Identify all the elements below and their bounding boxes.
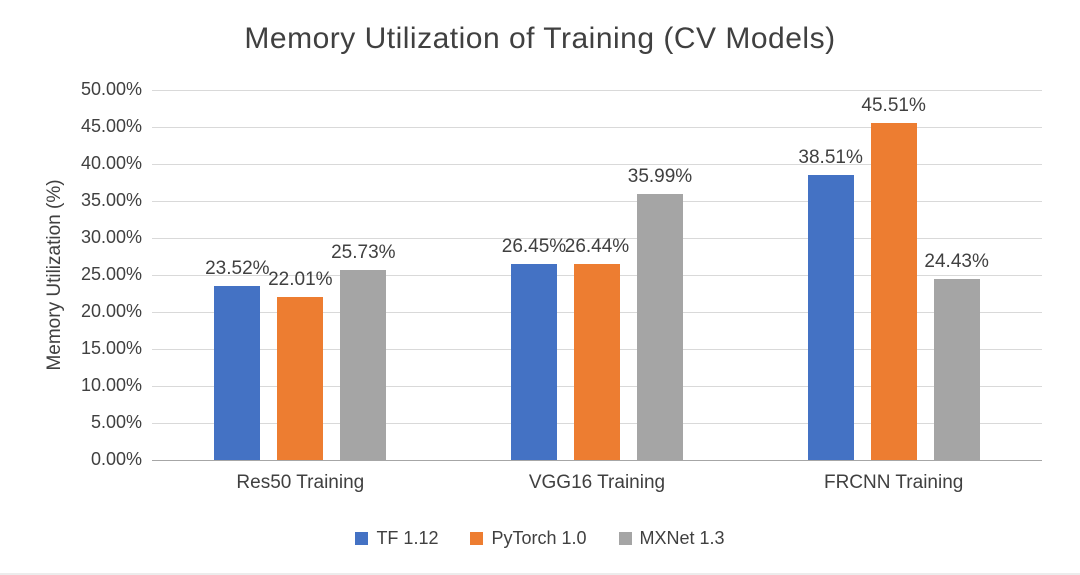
bar-data-label: 23.52% <box>205 257 270 279</box>
legend-swatch <box>355 532 369 545</box>
gridline <box>152 164 1042 165</box>
y-tick-label: 0.00% <box>90 449 142 469</box>
legend-item: MXNet 1.3 <box>618 528 725 549</box>
legend-item: TF 1.12 <box>355 528 438 549</box>
bar-pytorch-1-0 <box>277 297 324 460</box>
legend-label: TF 1.12 <box>376 528 439 548</box>
legend-label: MXNet 1.3 <box>639 528 725 548</box>
bar-mxnet-1-3 <box>637 193 683 460</box>
y-tick-label: 35.00% <box>80 190 142 210</box>
bar-data-label: 25.73% <box>331 241 396 263</box>
x-axis-line <box>152 460 1042 461</box>
x-category-label: VGG16 Training <box>528 472 666 493</box>
bar-tf-1-12 <box>214 285 261 460</box>
x-category-label: Res50 Training <box>236 472 365 493</box>
bar-mxnet-1-3 <box>933 279 980 460</box>
gridline <box>152 201 1042 202</box>
gridline <box>152 238 1042 239</box>
legend-label: PyTorch 1.0 <box>491 528 587 548</box>
y-tick-label: 10.00% <box>80 375 142 395</box>
legend-item: PyTorch 1.0 <box>470 528 587 549</box>
plot-area: 23.52% 22.01% 25.73% 26.45% 26.44% 35.99% 38.5… <box>152 90 1042 461</box>
legend-swatch <box>618 532 632 545</box>
bar-data-label: 26.45% <box>501 236 567 258</box>
bar-data-label: 45.51% <box>861 95 926 117</box>
bar-pytorch-1-0 <box>574 264 620 460</box>
bar-mxnet-1-3 <box>340 269 387 460</box>
y-tick-label: 40.00% <box>80 153 142 173</box>
bar-data-label: 22.01% <box>268 269 333 291</box>
bar-data-label: 24.43% <box>924 251 989 273</box>
y-tick-label: 50.00% <box>80 79 142 99</box>
y-tick-label: 5.00% <box>90 412 142 432</box>
bar-data-label: 26.44% <box>564 236 630 258</box>
gridline <box>152 90 1042 91</box>
bar-data-label: 35.99% <box>627 165 693 187</box>
x-category-label: FRCNN Training <box>823 472 964 493</box>
bar-tf-1-12 <box>511 264 557 460</box>
bar-pytorch-1-0 <box>870 123 917 460</box>
y-tick-label: 25.00% <box>80 264 142 284</box>
legend-swatch <box>470 532 484 545</box>
y-tick-label: 15.00% <box>80 338 142 358</box>
legend: TF 1.12 PyTorch 1.0 MXNet 1.3 <box>0 528 1080 549</box>
y-tick-label: 20.00% <box>80 301 142 321</box>
bar-data-label: 38.51% <box>798 147 863 169</box>
y-tick-label: 45.00% <box>80 116 142 136</box>
bar-tf-1-12 <box>807 175 854 460</box>
y-tick-label: 30.00% <box>80 227 142 247</box>
gridline <box>152 127 1042 128</box>
chart-title: Memory Utilization of Training (CV Model… <box>244 22 836 55</box>
